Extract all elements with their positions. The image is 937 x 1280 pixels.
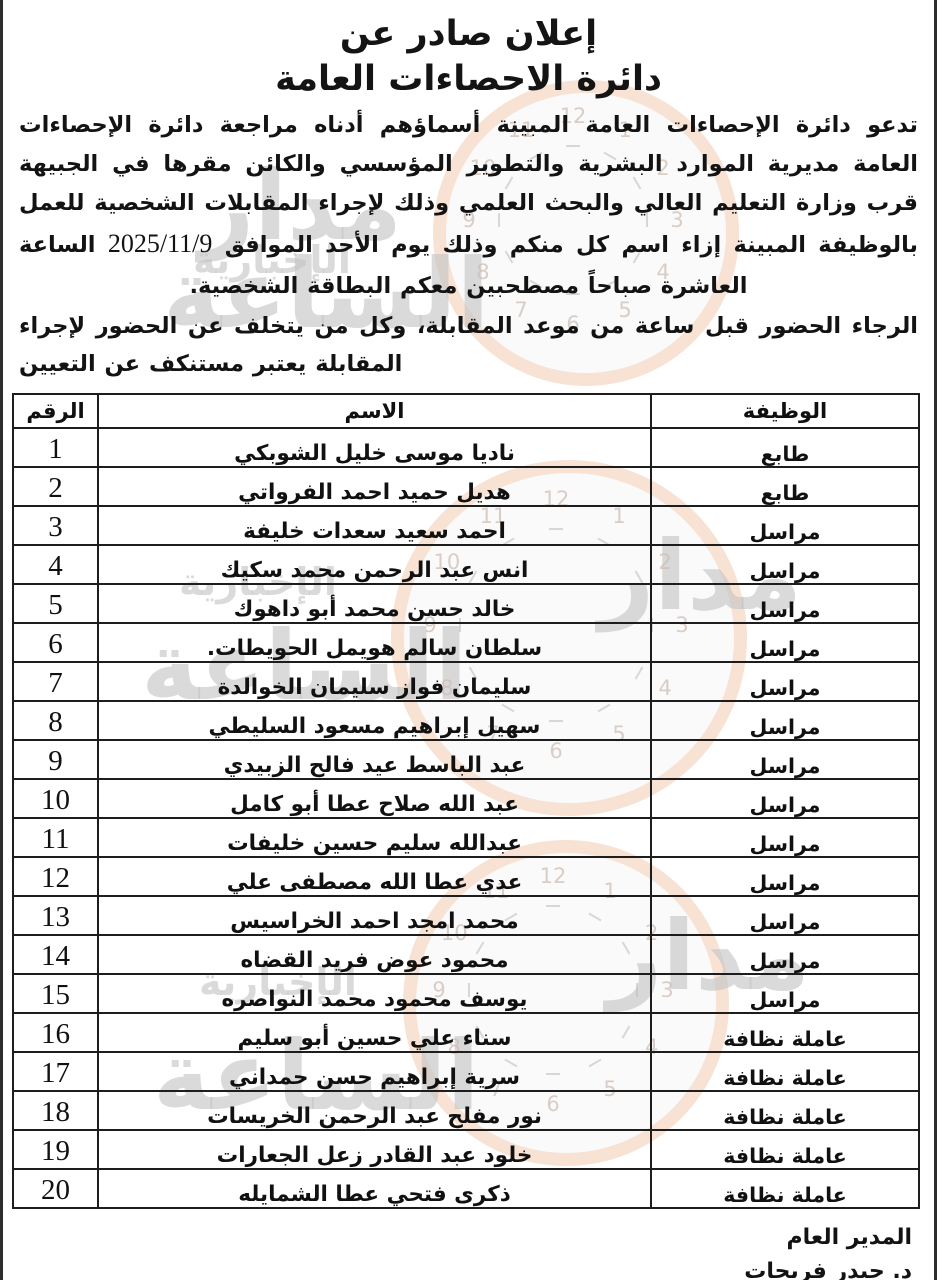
cell-name: عبد الله صلاح عطا أبو كامل [97,778,652,820]
cell-job: مراسل [650,856,920,898]
table-row: مراسل احمد سعيد سعدات خليفة 3 [12,505,920,547]
cell-number: 11 [12,817,99,859]
table-row: طابع ناديا موسى خليل الشوبكي 1 [12,427,920,469]
cell-job: مراسل [650,739,920,781]
table-row: مراسل محمود عوض فريد القضاه 14 [12,934,920,976]
cell-job: مراسل [650,934,920,976]
signer-name: د. حيدر فريحات [744,1258,912,1280]
cell-number: 8 [12,700,99,742]
cell-name: يوسف محمود محمد النواصره [97,973,652,1015]
table-row: عاملة نظافة سناء علي حسين أبو سليم 16 [12,1012,920,1054]
table-row: مراسل سهيل إبراهيم مسعود السليطي 8 [12,700,920,742]
cell-number: 15 [12,973,99,1015]
table-row: مراسل محمد امجد احمد الخراسيس 13 [12,895,920,937]
cell-name: محمود عوض فريد القضاه [97,934,652,976]
cell-name: عدي عطا الله مصطفى علي [97,856,652,898]
cell-number: 5 [12,583,99,625]
signature-block: المدير العام د. حيدر فريحات [17,1221,920,1280]
cell-number: 13 [12,895,99,937]
cell-number: 6 [12,622,99,664]
cell-job: مراسل [650,973,920,1015]
cell-job: مراسل [650,778,920,820]
cell-job: مراسل [650,622,920,664]
cell-job: مراسل [650,583,920,625]
cell-number: 10 [12,778,99,820]
table-row: عاملة نظافة ذكرى فتحي عطا الشمايله 20 [12,1168,920,1210]
cell-name: سهيل إبراهيم مسعود السليطي [97,700,652,742]
cell-number: 16 [12,1012,99,1054]
cell-job: طابع [650,466,920,508]
announcement-paragraph-2: الرجاء الحضور قبل ساعة من موعد المقابلة،… [19,312,918,378]
cell-number: 18 [12,1090,99,1132]
table-row: عاملة نظافة خلود عبد القادر زعل الجعارات 1… [12,1129,920,1171]
cell-number: 14 [12,934,99,976]
signer-role: المدير العام [786,1225,912,1251]
cell-job: مراسل [650,817,920,859]
cell-job: مراسل [650,895,920,937]
cell-job: مراسل [650,505,920,547]
cell-name: انس عبد الرحمن محمد سكيك [97,544,652,586]
table-head: الوظيفة الاسم الرقم [12,393,920,430]
column-header-name: الاسم [97,393,652,430]
cell-job: مراسل [650,544,920,586]
cell-number: 19 [12,1129,99,1171]
cell-number: 2 [12,466,99,508]
cell-name: خالد حسن محمد أبو داهوك [97,583,652,625]
cell-name: ناديا موسى خليل الشوبكي [97,427,652,469]
table-row: عاملة نظافة سرية إبراهيم حسن حمداني 17 [12,1051,920,1093]
cell-name: محمد امجد احمد الخراسيس [97,895,652,937]
cell-number: 9 [12,739,99,781]
cell-number: 1 [12,427,99,469]
table-row: عاملة نظافة نور مفلح عبد الرحمن الخريسات 1… [12,1090,920,1132]
cell-job: مراسل [650,700,920,742]
table-body: طابع ناديا موسى خليل الشوبكي 1 طابع هديل حمي… [12,427,920,1210]
cell-name: نور مفلح عبد الرحمن الخريسات [97,1090,652,1132]
column-header-number: الرقم [12,393,99,430]
cell-job: عاملة نظافة [650,1012,920,1054]
table-row: مراسل عبد الباسط عيد فالح الزبيدي 9 [12,739,920,781]
table-row: طابع هديل حميد احمد الفرواتي 2 [12,466,920,508]
cell-job: عاملة نظافة [650,1168,920,1210]
cell-name: عبد الباسط عيد فالح الزبيدي [97,739,652,781]
cell-number: 20 [12,1168,99,1210]
cell-job: عاملة نظافة [650,1129,920,1171]
candidates-table: الوظيفة الاسم الرقم طابع ناديا موسى خليل … [12,393,920,1210]
cell-name: احمد سعيد سعدات خليفة [97,505,652,547]
announcement-paragraph-1: تدعو دائرة الإحصاءات العامة المبينة أسما… [19,106,918,305]
cell-name: سليمان فواز سليمان الخوالدة [97,661,652,703]
cell-number: 4 [12,544,99,586]
cell-job: مراسل [650,661,920,703]
cell-name: سلطان سالم هويمل الحويطات. [97,622,652,664]
table-header-row: الوظيفة الاسم الرقم [12,393,920,430]
cell-number: 7 [12,661,99,703]
cell-job: عاملة نظافة [650,1090,920,1132]
page-title-line-2: دائرة الاحصاءات العامة [275,59,662,100]
cell-name: خلود عبد القادر زعل الجعارات [97,1129,652,1171]
table-row: مراسل عدي عطا الله مصطفى علي 12 [12,856,920,898]
cell-name: هديل حميد احمد الفرواتي [97,466,652,508]
table-row: مراسل عبد الله صلاح عطا أبو كامل 10 [12,778,920,820]
cell-job: طابع [650,427,920,469]
document-content: إعلان صادر عن دائرة الاحصاءات العامة تدع… [3,0,934,1280]
cell-number: 17 [12,1051,99,1093]
table-row: مراسل انس عبد الرحمن محمد سكيك 4 [12,544,920,586]
cell-name: سرية إبراهيم حسن حمداني [97,1051,652,1093]
title-block: إعلان صادر عن دائرة الاحصاءات العامة [17,14,920,100]
cell-number: 12 [12,856,99,898]
column-header-job: الوظيفة [650,393,920,430]
table-row: مراسل سلطان سالم هويمل الحويطات. 6 [12,622,920,664]
table-row: مراسل يوسف محمود محمد النواصره 15 [12,973,920,1015]
cell-name: عبدالله سليم حسين خليفات [97,817,652,859]
cell-name: سناء علي حسين أبو سليم [97,1012,652,1054]
cell-job: عاملة نظافة [650,1051,920,1093]
table-row: مراسل خالد حسن محمد أبو داهوك 5 [12,583,920,625]
table-row: مراسل سليمان فواز سليمان الخوالدة 7 [12,661,920,703]
cell-number: 3 [12,505,99,547]
page-title-line-1: إعلان صادر عن [339,14,598,54]
interview-date: 2025/11/9 [107,229,213,259]
table-row: مراسل عبدالله سليم حسين خليفات 11 [12,817,920,859]
cell-name: ذكرى فتحي عطا الشمايله [97,1168,652,1210]
